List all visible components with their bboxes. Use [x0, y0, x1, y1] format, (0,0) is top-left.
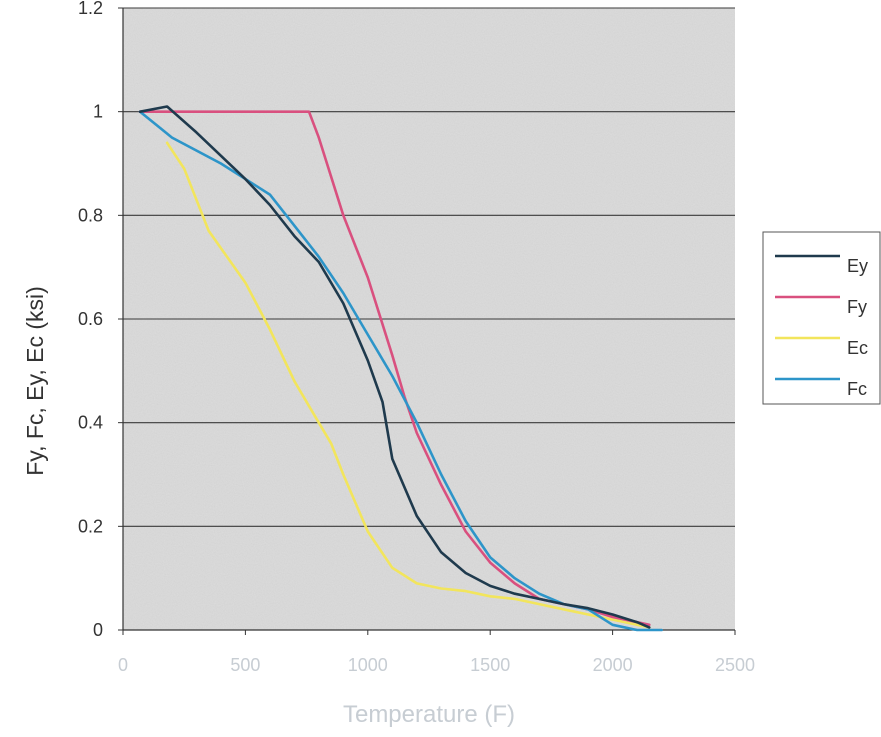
legend: Ey Fy Ec Fc [762, 231, 881, 405]
y-tick-label: 0.6 [78, 309, 103, 329]
x-tick-label: 2000 [593, 655, 633, 675]
legend-label-fy: Fy [847, 297, 867, 317]
x-axis-title: Temperature (F) [343, 701, 515, 728]
x-tick-label: 500 [230, 655, 260, 675]
y-tick-label: 0.8 [78, 205, 103, 225]
series-lines [138, 105, 663, 632]
y-tick-label: 0.4 [78, 413, 103, 433]
y-tick-label: 0.2 [78, 516, 103, 536]
gridlines [123, 7, 735, 527]
x-tick-label: 0 [118, 655, 128, 675]
series-line-ec [165, 141, 651, 629]
y-tick-label: 0 [93, 620, 103, 640]
series-line-ey [138, 105, 651, 629]
x-tick-label: 2500 [715, 655, 755, 675]
y-tick-label: 1 [93, 102, 103, 122]
legend-label-ey: Ey [847, 256, 868, 276]
legend-box [762, 231, 881, 405]
y-tick-label: 1.2 [78, 0, 103, 18]
y-tick-labels: 0 0.2 0.4 0.6 0.8 1 1.2 [78, 0, 123, 640]
x-tick-label: 1500 [470, 655, 510, 675]
legend-label-fc: Fc [847, 379, 867, 399]
legend-label-ec: Ec [847, 338, 868, 358]
x-tick-label: 1000 [348, 655, 388, 675]
y-axis-title: Fy, Fc, Ey, Ec (ksi) [22, 286, 48, 476]
x-tick-labels: 0 500 1000 1500 2000 2500 [118, 630, 755, 675]
